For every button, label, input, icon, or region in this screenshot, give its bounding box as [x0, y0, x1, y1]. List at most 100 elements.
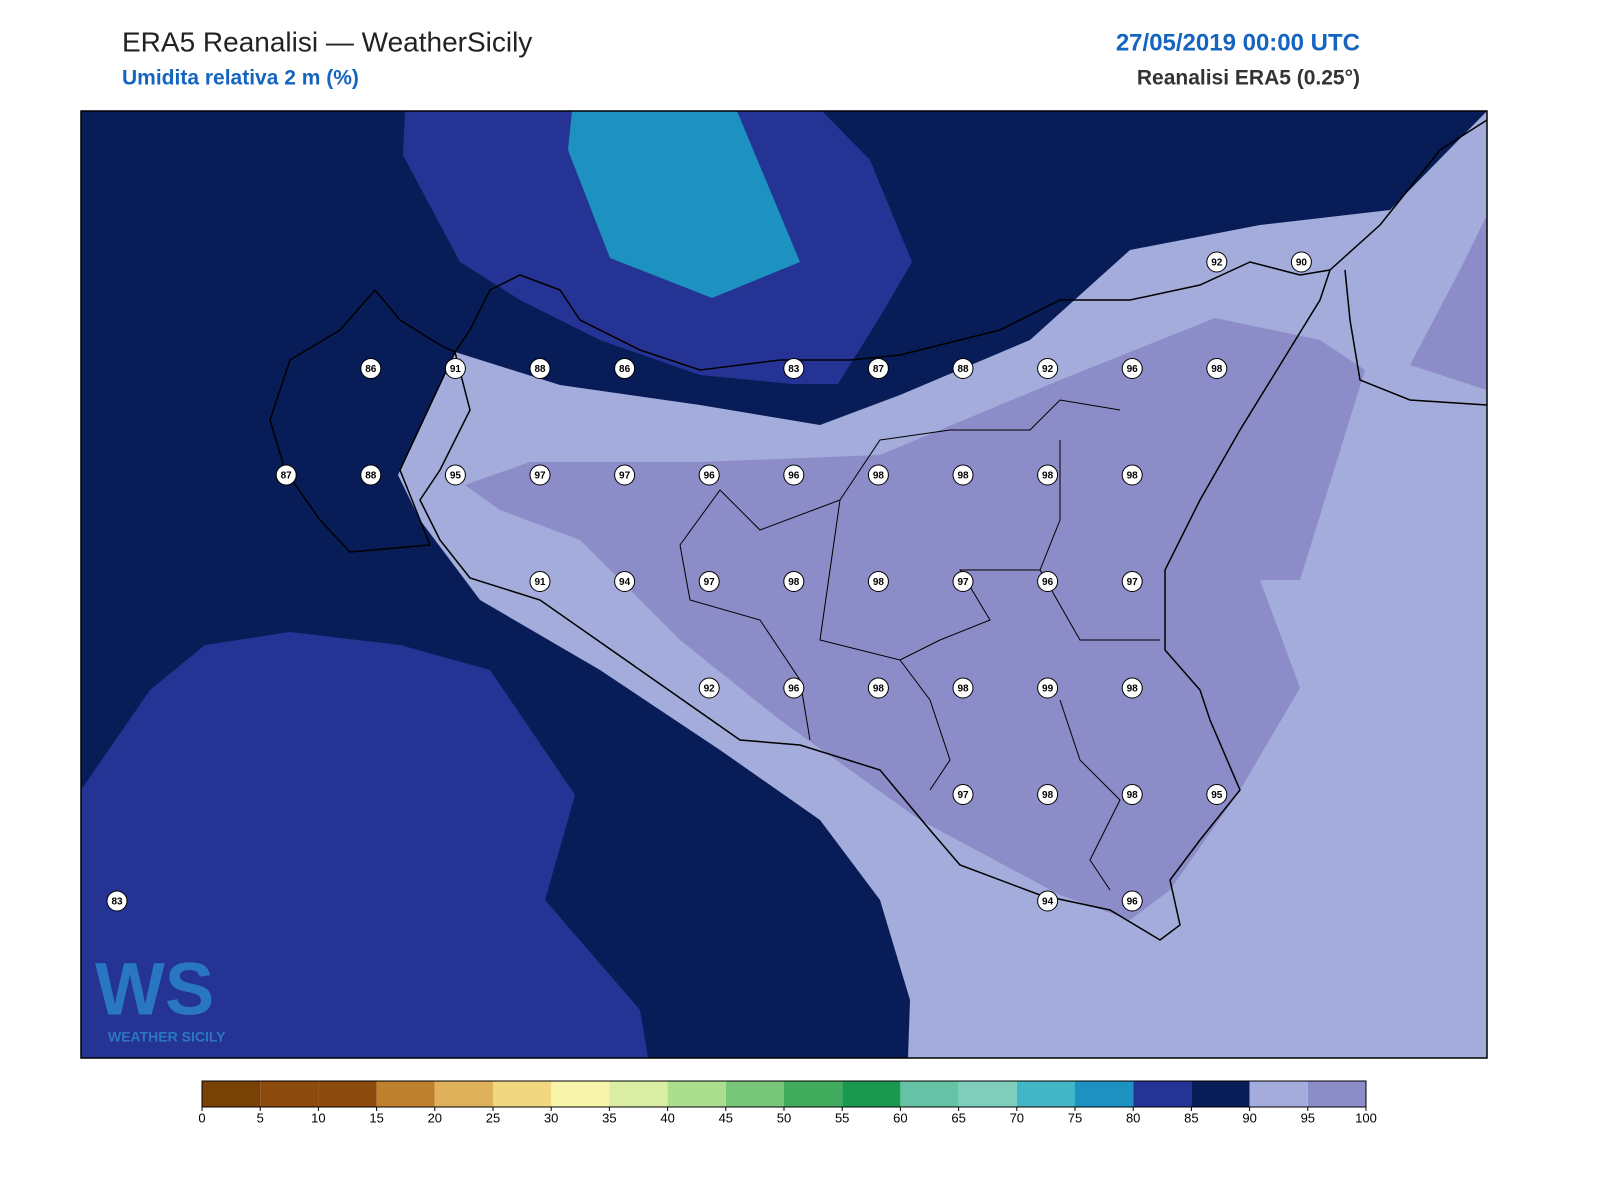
station-marker [614, 358, 636, 379]
station-value: 97 [957, 577, 969, 588]
colorbar-bin [900, 1081, 959, 1107]
station-marker [360, 358, 382, 379]
station-value: 98 [1127, 684, 1139, 695]
station-value: 83 [111, 897, 123, 908]
colorbar-tick-label: 50 [777, 1110, 791, 1125]
station-marker [275, 464, 297, 486]
station-value: 86 [619, 364, 631, 375]
station-value: 98 [1127, 471, 1139, 482]
station-value: 98 [1211, 364, 1223, 375]
station-marker [444, 464, 466, 486]
station-value: 92 [1211, 258, 1223, 269]
colorbar-tick-label: 10 [311, 1110, 325, 1125]
station-marker [1037, 677, 1059, 699]
map [81, 111, 1487, 1058]
colorbar-bin [609, 1081, 668, 1107]
station-value: 98 [1042, 790, 1054, 801]
field-75-80 [568, 111, 800, 298]
station-marker [1037, 464, 1059, 486]
station-value: 96 [788, 684, 800, 695]
station-marker [614, 464, 636, 486]
colorbar-tick-label: 5 [257, 1110, 264, 1125]
station-marker [1121, 358, 1143, 379]
colorbar-bin [318, 1081, 377, 1107]
station-marker [952, 784, 974, 805]
station-marker [529, 464, 551, 486]
colorbar-tick-label: 95 [1301, 1110, 1315, 1125]
station-value: 91 [450, 364, 462, 375]
station-value: 96 [1042, 577, 1054, 588]
station-marker [1121, 571, 1143, 592]
station-marker [698, 677, 720, 699]
colorbar-tick-label: 55 [835, 1110, 849, 1125]
colorbar-bin [1191, 1081, 1250, 1107]
colorbar-tick-label: 90 [1242, 1110, 1256, 1125]
station-marker [1206, 358, 1228, 379]
station-value: 95 [450, 471, 462, 482]
station-marker [867, 677, 889, 699]
colorbar-bin [1133, 1081, 1192, 1107]
station-marker [360, 464, 382, 486]
colorbar-tick-label: 70 [1010, 1110, 1024, 1125]
station-marker [867, 358, 889, 379]
station-value: 92 [1042, 364, 1054, 375]
station-marker [1037, 571, 1059, 592]
station-value: 94 [619, 577, 631, 588]
station-value: 97 [957, 790, 969, 801]
colorbar-tick-label: 75 [1068, 1110, 1082, 1125]
colorbar-tick-label: 20 [428, 1110, 442, 1125]
colorbar-bin [958, 1081, 1017, 1107]
station-marker [783, 571, 805, 592]
colorbar-bin [1307, 1081, 1366, 1107]
station-value: 88 [534, 364, 546, 375]
station-value: 98 [873, 577, 885, 588]
station-value: 96 [1127, 897, 1139, 908]
colorbar: 0 5 10 15 20 25 30 35 40 45 50 55 60 65 70 75 80 85 90 95 10… [198, 1080, 1377, 1125]
station-marker [1121, 784, 1143, 805]
province-borders [679, 399, 1160, 891]
station-marker [867, 464, 889, 486]
colorbar-tick-label: 0 [198, 1110, 205, 1125]
station-value: 87 [281, 471, 293, 482]
station-marker [1121, 677, 1143, 699]
colorbar-bin [1016, 1081, 1075, 1107]
station-marker [952, 677, 974, 699]
station-value: 90 [1296, 258, 1308, 269]
station-value: 94 [1042, 897, 1054, 908]
colorbar-bin [434, 1081, 493, 1107]
station-value: 98 [957, 471, 969, 482]
station-value: 97 [1127, 577, 1139, 588]
station-value: 98 [1042, 471, 1054, 482]
colorbar-tick-label: 100 [1355, 1110, 1377, 1125]
station-marker [783, 677, 805, 699]
station-marker [952, 358, 974, 379]
map-frame [80, 110, 1488, 1059]
colorbar-tick-label: 85 [1184, 1110, 1198, 1125]
colorbar-bin [202, 1081, 261, 1107]
station-marker [1037, 358, 1059, 379]
logo-mark: WS [95, 948, 214, 1031]
colorbar-tick-label: 15 [369, 1110, 383, 1125]
colorbar-tick-label: 30 [544, 1110, 558, 1125]
station-marker [1037, 784, 1059, 805]
coastline [269, 261, 1332, 941]
station-marker [1037, 890, 1059, 912]
colorbar-tick-label: 65 [951, 1110, 965, 1125]
station-marker [952, 571, 974, 592]
station-value: 92 [704, 684, 716, 695]
station-marker [1121, 890, 1143, 912]
station-marker [614, 571, 636, 592]
colorbar-bin [667, 1081, 726, 1107]
station-value: 91 [534, 577, 546, 588]
field-95-100 [1410, 215, 1487, 390]
station-marker [698, 571, 720, 592]
colorbar-bin [260, 1081, 319, 1107]
station-value: 88 [957, 364, 969, 375]
station-value: 95 [1211, 790, 1223, 801]
colorbar-bin [725, 1081, 784, 1107]
colorbar-tick-label: 45 [719, 1110, 733, 1125]
station-value: 98 [1127, 790, 1139, 801]
colorbar-bin [1075, 1081, 1134, 1107]
colorbar-tick-label: 40 [660, 1110, 674, 1125]
